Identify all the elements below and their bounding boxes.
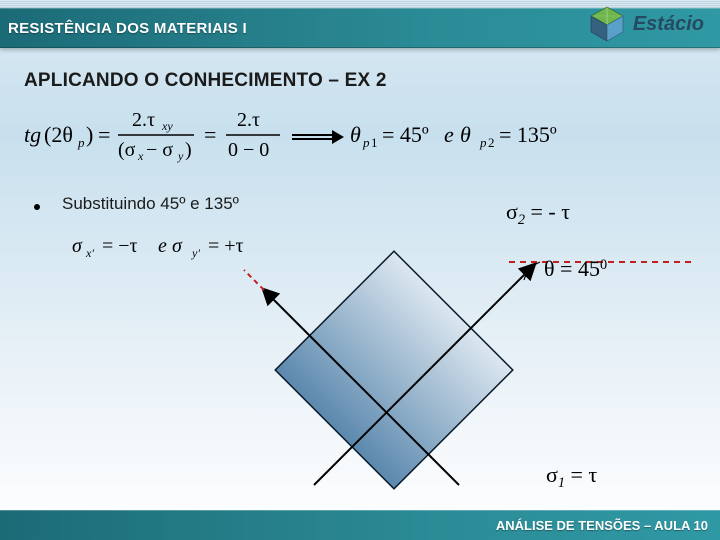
bullet-text: Substituindo 45º e 135º [62, 194, 239, 214]
svg-text:2: 2 [488, 135, 495, 150]
svg-text:(σ: (σ [118, 139, 136, 161]
svg-text:= 135º: = 135º [499, 122, 557, 147]
svg-text:= −τ: = −τ [102, 235, 138, 257]
svg-text:=: = [204, 122, 216, 147]
svg-text:2.τ: 2.τ [132, 109, 155, 131]
svg-text:0 − 0: 0 − 0 [228, 139, 269, 161]
footer-text: ANÁLISE DE TENSÕES – AULA 10 [496, 518, 708, 533]
svg-text:= 45º: = 45º [382, 122, 429, 147]
svg-text:p: p [479, 135, 487, 150]
svg-text:): ) [185, 139, 192, 161]
svg-text:y: y [177, 149, 184, 163]
slide: RESISTÊNCIA DOS MATERIAIS I Estácio APLI… [0, 0, 720, 540]
svg-text:y': y' [191, 246, 200, 260]
course-title: RESISTÊNCIA DOS MATERIAIS I [0, 20, 247, 37]
svg-text:tg: tg [24, 122, 41, 147]
svg-text:p: p [77, 135, 85, 150]
footer-bar: ANÁLISE DE TENSÕES – AULA 10 [0, 510, 720, 540]
brand-logo: Estácio [587, 4, 704, 44]
svg-text:x: x [137, 149, 144, 163]
cube-icon [587, 4, 627, 44]
label-sigma2: σ2 = - τ [506, 199, 570, 229]
svg-text:e: e [158, 235, 167, 257]
svg-text:=: = [98, 122, 110, 147]
svg-text:θ: θ [460, 122, 471, 147]
svg-text:xy: xy [161, 119, 173, 133]
svg-text:σ: σ [72, 235, 83, 257]
svg-text:2.τ: 2.τ [237, 109, 260, 131]
svg-text:σ: σ [172, 235, 183, 257]
svg-text:p: p [362, 135, 370, 150]
svg-text:): ) [86, 122, 93, 147]
section-title: APLICANDO O CONHECIMENTO – EX 2 [24, 70, 696, 92]
main-equation: tg (2θ p ) = 2.τ xy (σ x − σ y ) = 2.τ [24, 106, 696, 164]
brand-name: Estácio [633, 13, 704, 36]
svg-text:1: 1 [371, 135, 378, 150]
svg-text:− σ: − σ [146, 139, 173, 161]
svg-text:e: e [444, 122, 454, 147]
svg-text:x': x' [85, 246, 94, 260]
svg-text:(2θ: (2θ [44, 122, 73, 147]
svg-text:θ: θ [350, 122, 361, 147]
bullet-dot [34, 204, 40, 210]
label-theta: θ = 450 [544, 256, 607, 282]
label-sigma1: σ1 = τ [546, 462, 597, 492]
stress-diagram [224, 200, 594, 530]
